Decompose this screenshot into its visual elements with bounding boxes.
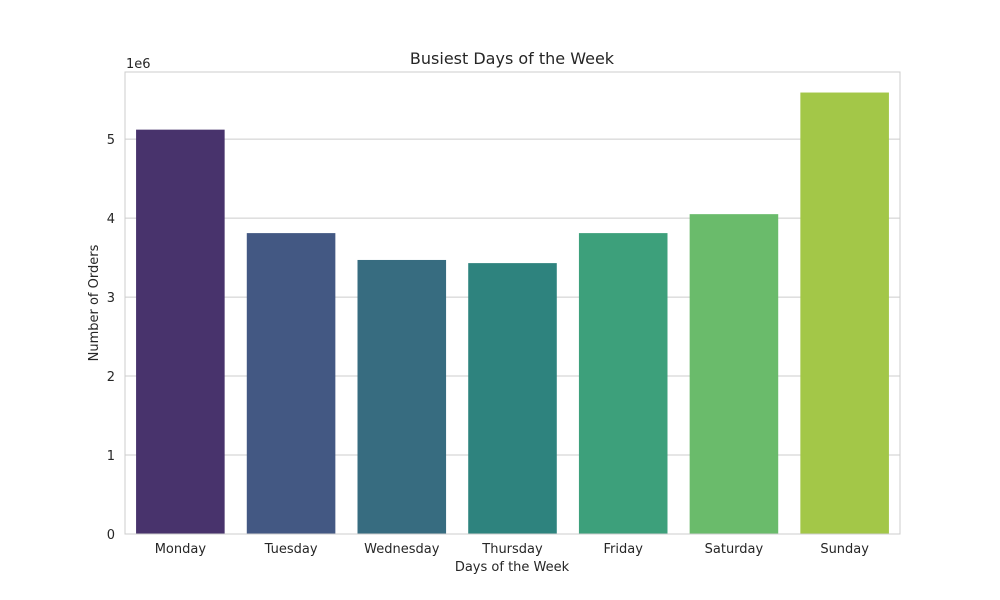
plot-frame [124,71,901,535]
y-tick-labels: 0 1 2 3 4 5 [107,133,115,543]
x-tick-label: Monday [155,542,207,557]
bar-tuesday [246,233,336,534]
x-axis-label: Days of the Week [455,560,570,575]
y-multiplier-label: 1e6 [126,57,151,72]
y-tick-label: 1 [107,449,115,464]
y-tick-label: 2 [107,370,115,385]
x-tick-label: Saturday [705,542,764,557]
bar-monday [136,129,225,534]
y-tick-label: 4 [107,212,115,227]
x-tick-label: Thursday [481,542,543,557]
x-tick-label: Wednesday [364,542,440,557]
y-tick-label: 0 [107,528,115,543]
bar-saturday [689,214,779,534]
y-tick-label: 3 [107,291,115,306]
x-tick-label: Friday [604,542,644,557]
bar-sunday [800,92,889,535]
x-tick-label: Tuesday [264,542,318,557]
bar-friday [578,233,668,534]
y-tick-label: 5 [107,133,115,148]
bar-thursday [468,263,557,534]
x-tick-label: Sunday [820,542,869,557]
x-tick-labels: Monday Tuesday Wednesday Thursday Friday Satu… [155,542,870,557]
bar-wednesday [357,259,447,534]
chart-title: Busiest Days of the Week [410,49,615,68]
y-axis-label: Number of Orders [87,244,102,361]
bars [136,92,889,535]
